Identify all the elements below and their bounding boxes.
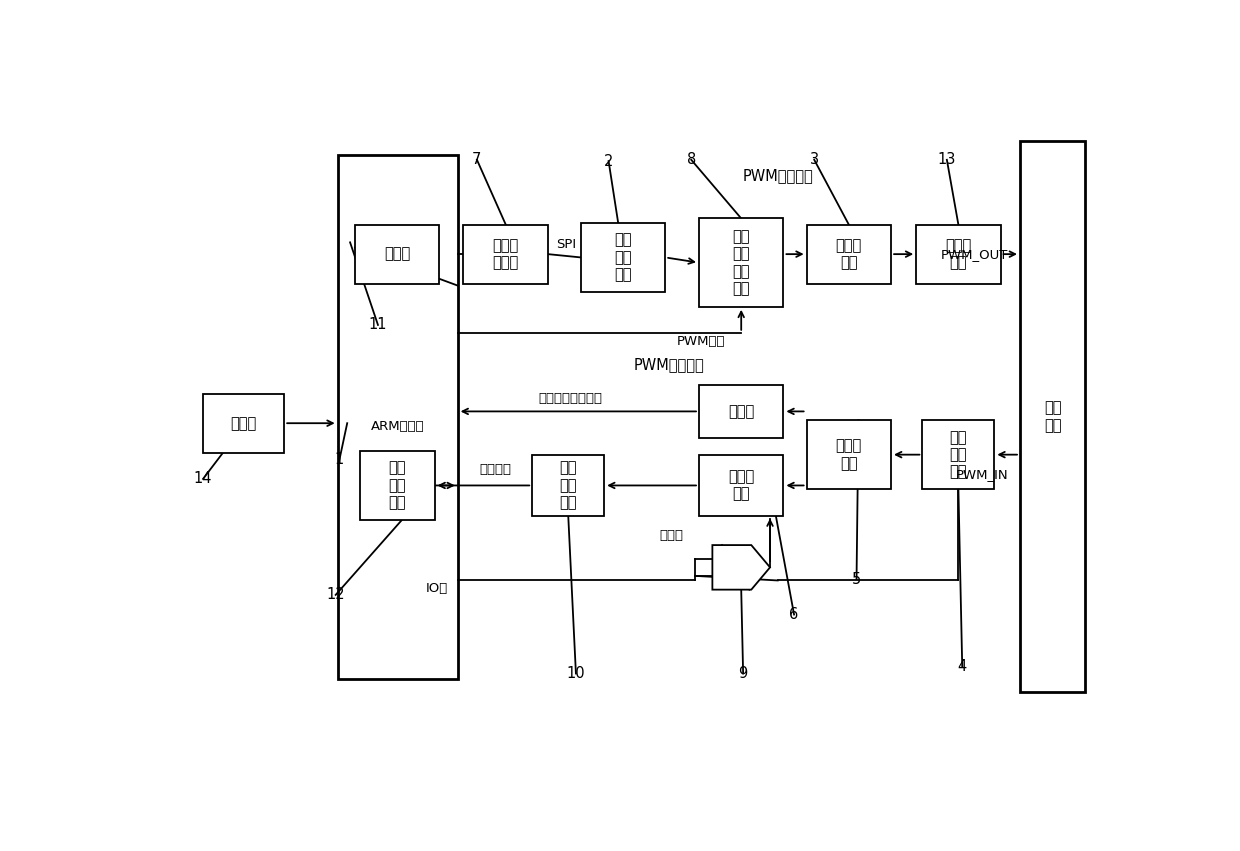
Text: 5: 5 xyxy=(852,572,861,586)
FancyBboxPatch shape xyxy=(806,420,892,489)
Text: 上位机: 上位机 xyxy=(231,415,257,431)
Text: 占空比、频率检测: 占空比、频率检测 xyxy=(538,391,603,405)
FancyBboxPatch shape xyxy=(916,225,1001,283)
FancyBboxPatch shape xyxy=(699,219,784,307)
Text: 运算放
大器: 运算放 大器 xyxy=(836,238,862,271)
FancyBboxPatch shape xyxy=(464,225,548,283)
Text: 6: 6 xyxy=(790,607,799,622)
FancyBboxPatch shape xyxy=(337,155,458,679)
Text: PWM产生电路: PWM产生电路 xyxy=(743,168,813,183)
Text: 第二
分压
电阻: 第二 分压 电阻 xyxy=(559,460,577,511)
Text: PWM_OUT: PWM_OUT xyxy=(941,248,1008,260)
FancyBboxPatch shape xyxy=(202,394,284,453)
Text: 第一
分压
电阻: 第一 分压 电阻 xyxy=(950,430,967,480)
FancyBboxPatch shape xyxy=(360,451,435,520)
Text: 8: 8 xyxy=(687,152,696,168)
Text: 被测
对象: 被测 对象 xyxy=(1044,401,1061,433)
FancyBboxPatch shape xyxy=(355,225,439,283)
Text: 4: 4 xyxy=(957,660,967,675)
Text: 电压跟
随器: 电压跟 随器 xyxy=(836,438,862,471)
FancyBboxPatch shape xyxy=(806,225,892,283)
FancyBboxPatch shape xyxy=(699,455,784,516)
Text: 数字隔
离芯片: 数字隔 离芯片 xyxy=(492,238,518,271)
Text: 14: 14 xyxy=(193,471,212,487)
Text: 13: 13 xyxy=(937,152,956,168)
Text: 定时器: 定时器 xyxy=(384,247,410,261)
Text: PWM控制: PWM控制 xyxy=(677,334,725,348)
Text: 12: 12 xyxy=(326,587,345,603)
FancyBboxPatch shape xyxy=(1019,141,1085,692)
Text: 异或门: 异或门 xyxy=(660,529,683,542)
FancyBboxPatch shape xyxy=(699,386,784,437)
Text: 单刀
双掷
模拟
开关: 单刀 双掷 模拟 开关 xyxy=(733,229,750,296)
FancyBboxPatch shape xyxy=(532,455,604,516)
Text: 电压跟
随器: 电压跟 随器 xyxy=(945,238,971,271)
Text: PWM_IN: PWM_IN xyxy=(956,468,1008,481)
Text: 模数
转换
接口: 模数 转换 接口 xyxy=(388,460,405,511)
Text: 1: 1 xyxy=(335,452,345,466)
Text: 电压检测: 电压检测 xyxy=(479,463,511,476)
Text: ARM处理器: ARM处理器 xyxy=(371,420,424,433)
Text: 7: 7 xyxy=(472,152,481,168)
Text: 比较器: 比较器 xyxy=(728,404,754,419)
Text: SPI: SPI xyxy=(557,238,577,251)
Text: 11: 11 xyxy=(368,317,387,333)
FancyBboxPatch shape xyxy=(580,223,666,292)
Text: 9: 9 xyxy=(739,666,748,681)
Polygon shape xyxy=(712,545,770,590)
Text: PWM检测电路: PWM检测电路 xyxy=(634,357,704,372)
Text: 3: 3 xyxy=(810,152,818,168)
Text: 数模
转换
芯片: 数模 转换 芯片 xyxy=(614,232,631,283)
Text: 10: 10 xyxy=(567,666,585,681)
Text: 采样保
持器: 采样保 持器 xyxy=(728,469,754,501)
FancyBboxPatch shape xyxy=(923,420,994,489)
Text: IO口: IO口 xyxy=(427,582,448,596)
Text: 2: 2 xyxy=(604,153,614,168)
